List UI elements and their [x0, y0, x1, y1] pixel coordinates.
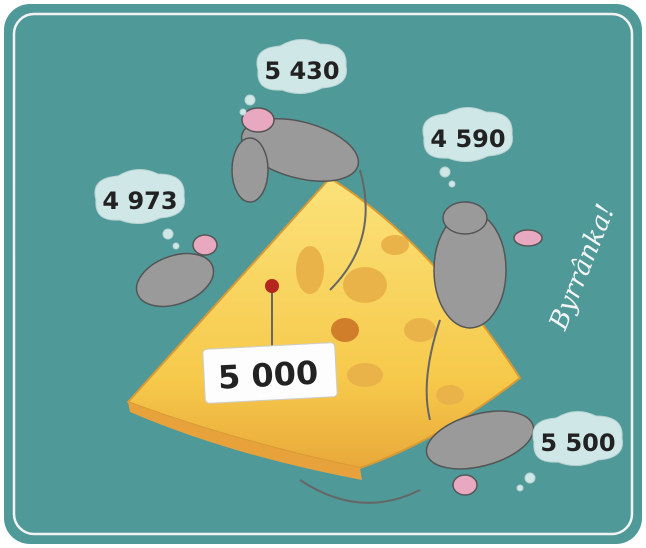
bubble-label: 5 430 — [264, 57, 339, 85]
bubble-label: 5 500 — [540, 429, 615, 457]
illustration: 5 000 5 430 4 590 4 973 5 500 Byrrânka! — [0, 0, 646, 548]
bubble-label: 4 590 — [430, 125, 505, 153]
page: 5 000 5 430 4 590 4 973 5 500 Byrrânka! … — [0, 0, 646, 548]
bubble-label: 4 973 — [102, 187, 177, 215]
price-label: 5 000 — [217, 354, 319, 397]
pin-head — [265, 279, 279, 293]
